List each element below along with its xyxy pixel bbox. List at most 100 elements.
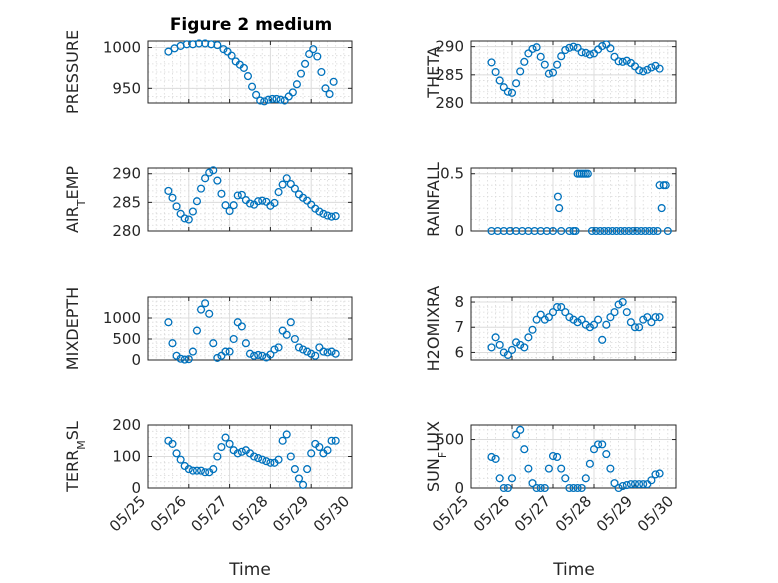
data-point-rainfall: [583, 169, 592, 178]
data-point-air-temp: [331, 212, 340, 221]
data-point-h2omixra: [626, 318, 635, 327]
data-point-theta: [516, 67, 525, 76]
data-point-pressure: [182, 40, 191, 49]
data-point-sun-flux: [589, 445, 599, 454]
data-point-h2omixra: [655, 313, 664, 322]
data-point-terr-msl: [192, 466, 202, 475]
data-point-sun-flux: [565, 483, 574, 493]
data-point-terr-msl: [307, 449, 316, 458]
x-tick-label-terr-msl: 05/29: [269, 492, 312, 535]
data-point-sun-flux: [655, 469, 664, 478]
data-point-rainfall: [600, 226, 609, 236]
data-point-h2omixra: [614, 300, 623, 309]
data-point-theta: [512, 79, 521, 88]
data-point-sun-flux: [561, 474, 570, 483]
data-point-rainfall: [616, 226, 625, 236]
data-point-air-temp: [196, 184, 206, 193]
data-point-h2omixra: [487, 343, 496, 352]
data-point-mixdepth: [294, 343, 304, 352]
data-point-air-temp: [307, 200, 316, 209]
data-point-pressure: [325, 89, 334, 99]
data-point-mixdepth: [225, 347, 234, 356]
y-tick-label-theta: 280: [435, 94, 464, 112]
data-point-rainfall: [624, 226, 633, 236]
data-point-mixdepth: [209, 339, 218, 348]
data-point-air-temp: [192, 197, 202, 206]
data-point-sun-flux: [635, 480, 644, 489]
data-point-sun-flux: [520, 445, 529, 454]
y-axis-label-air-temp: AIRTEMP: [63, 166, 88, 233]
data-point-air-temp: [262, 197, 271, 206]
data-point-theta: [503, 87, 512, 96]
data-point-theta: [520, 57, 529, 66]
data-point-pressure: [164, 47, 173, 56]
data-point-rainfall: [553, 192, 562, 201]
data-point-air-temp: [323, 211, 332, 220]
data-point-sun-flux: [487, 452, 496, 462]
data-point-terr-msl: [188, 466, 197, 475]
data-point-air-temp: [274, 188, 283, 197]
data-point-theta: [610, 52, 619, 61]
data-point-air-temp: [290, 184, 299, 193]
data-point-pressure: [260, 97, 269, 106]
data-point-h2omixra: [598, 335, 607, 344]
y-tick-label-h2omixra: 8: [454, 293, 464, 311]
data-point-mixdepth: [254, 350, 263, 360]
data-point-air-temp: [172, 202, 181, 211]
data-point-terr-msl: [323, 446, 332, 455]
data-point-rainfall: [524, 226, 533, 236]
data-point-theta: [540, 60, 549, 69]
data-point-mixdepth: [290, 334, 299, 344]
data-point-theta: [585, 50, 594, 59]
data-point-theta: [655, 64, 664, 73]
data-point-air-temp: [176, 209, 185, 218]
data-point-mixdepth: [233, 318, 242, 327]
data-point-pressure: [321, 84, 330, 93]
data-point-theta: [528, 44, 537, 53]
data-point-sun-flux: [647, 476, 656, 485]
data-point-pressure: [219, 45, 228, 54]
data-point-air-temp: [270, 198, 279, 207]
data-point-terr-msl: [196, 466, 206, 475]
data-point-sun-flux: [532, 483, 541, 493]
data-point-terr-msl: [298, 480, 308, 489]
y-tick-label-h2omixra: 6: [454, 343, 464, 361]
data-point-mixdepth: [319, 347, 328, 356]
data-point-theta: [557, 52, 566, 61]
data-point-terr-msl: [278, 436, 287, 445]
data-point-terr-msl: [331, 436, 340, 445]
data-point-pressure: [252, 90, 261, 99]
y-tick-label-air-temp: 290: [112, 165, 141, 183]
data-point-theta: [614, 57, 623, 66]
data-point-rainfall: [608, 226, 617, 236]
data-point-theta: [565, 43, 574, 52]
data-point-h2omixra: [589, 320, 599, 329]
plot-area-mixdepth: [147, 296, 353, 361]
data-point-mixdepth: [196, 305, 206, 314]
data-point-rainfall: [557, 226, 566, 236]
data-point-terr-msl: [221, 433, 230, 442]
data-point-h2omixra: [639, 315, 648, 324]
data-point-mixdepth: [168, 339, 177, 348]
data-point-mixdepth: [250, 351, 259, 360]
data-point-air-temp: [245, 199, 255, 208]
data-point-terr-msl: [254, 454, 263, 463]
data-point-mixdepth: [274, 343, 283, 352]
data-point-theta: [532, 43, 541, 52]
data-point-sun-flux: [528, 479, 537, 488]
data-point-mixdepth: [282, 330, 291, 339]
data-point-air-temp: [184, 215, 193, 224]
data-point-h2omixra: [651, 313, 660, 322]
data-point-rainfall: [641, 226, 650, 236]
data-point-h2omixra: [594, 315, 603, 324]
y-tick-label-air-temp: 280: [112, 222, 141, 240]
data-point-h2omixra: [553, 303, 562, 312]
data-point-air-temp: [286, 179, 295, 189]
data-point-mixdepth: [221, 347, 230, 356]
data-point-mixdepth: [237, 322, 246, 331]
